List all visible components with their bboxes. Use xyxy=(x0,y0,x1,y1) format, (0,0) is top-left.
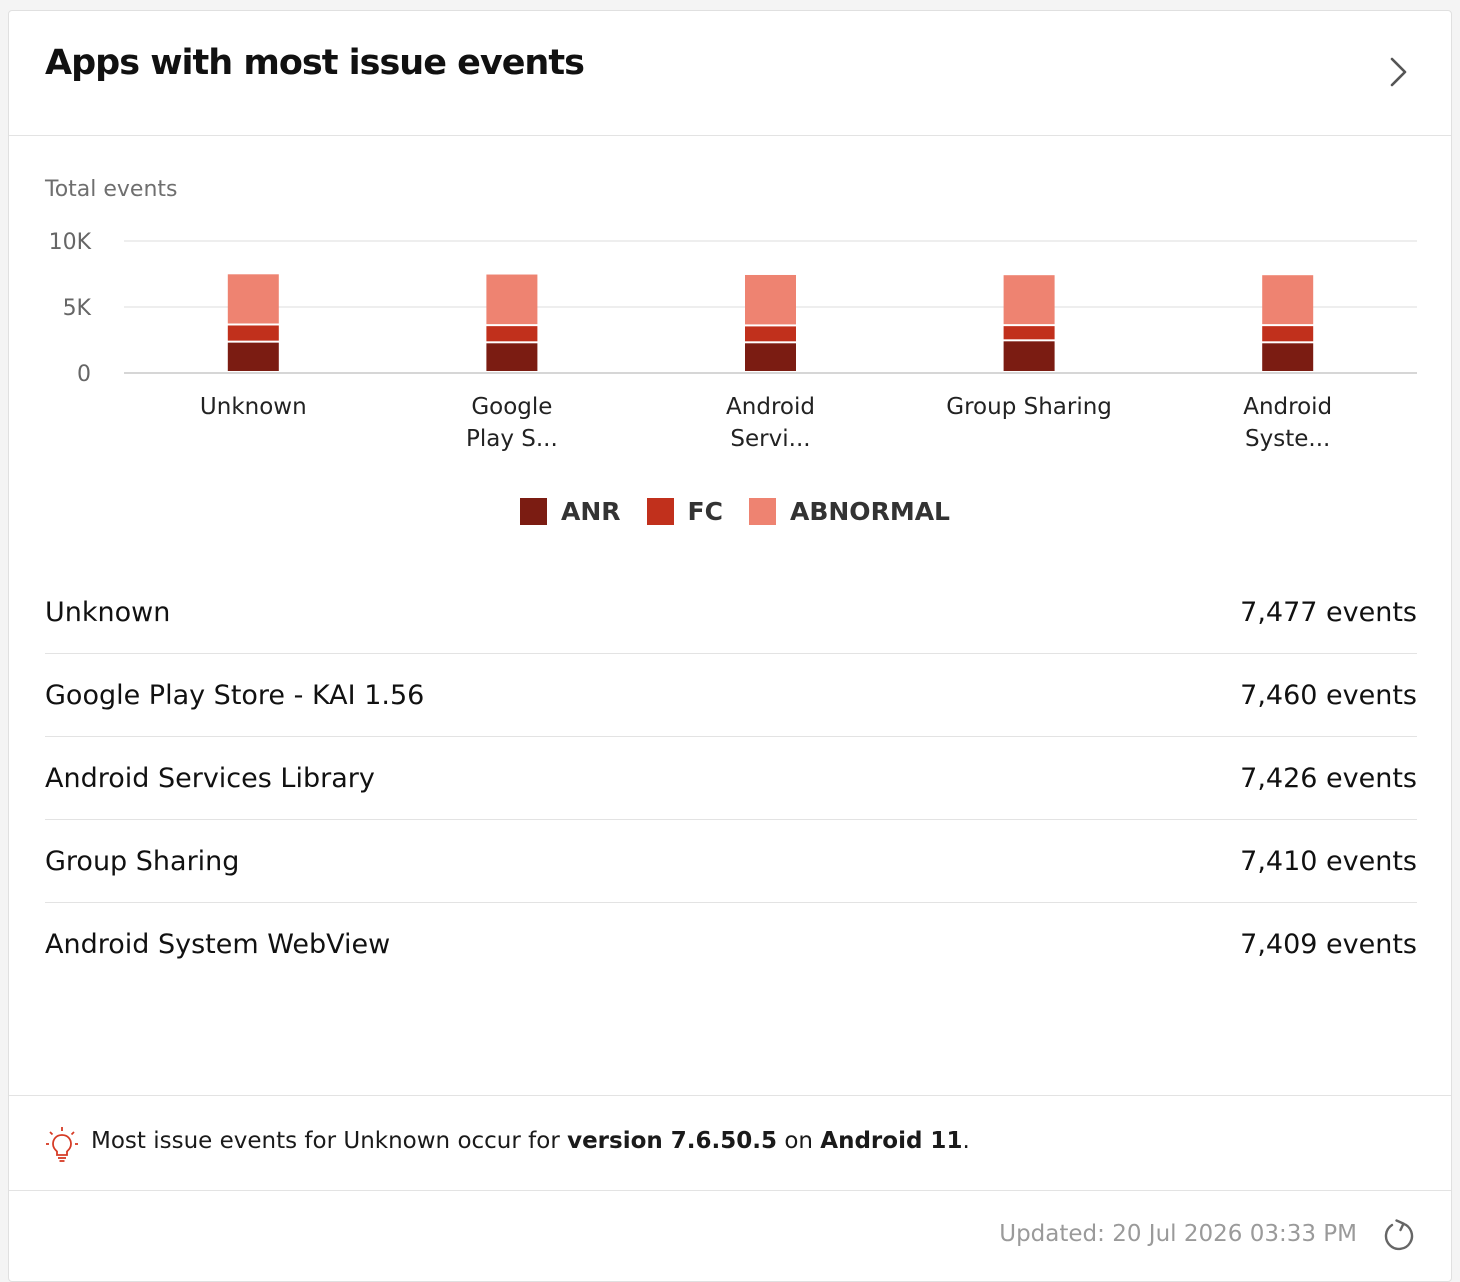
app-row[interactable]: Unknown 7,477 events xyxy=(45,571,1417,654)
bar-segment-anr[interactable] xyxy=(486,343,538,371)
app-name: Group Sharing xyxy=(45,845,240,877)
insight-version: version 7.6.50.5 xyxy=(567,1128,778,1154)
refresh-icon[interactable] xyxy=(1381,1218,1417,1254)
app-row[interactable]: Google Play Store - KAI 1.56 7,460 events xyxy=(45,654,1417,737)
legend-item-fc[interactable]: FC xyxy=(646,496,723,526)
app-row[interactable]: Android System WebView 7,409 events xyxy=(45,903,1417,986)
app-event-count: 7,477 events xyxy=(1240,596,1417,628)
app-event-count: 7,409 events xyxy=(1240,929,1417,960)
bar-segment-abnormal[interactable] xyxy=(486,274,538,325)
app-name: Unknown xyxy=(45,596,171,628)
legend-item-abnormal[interactable]: ABNORMAL xyxy=(748,496,950,526)
y-tick-label: 0 xyxy=(77,362,91,387)
x-tick-label: Group Sharing xyxy=(946,394,1112,420)
app-event-count: 7,460 events xyxy=(1240,679,1417,711)
app-name: Android System WebView xyxy=(45,929,391,960)
legend-swatch xyxy=(520,497,548,525)
stacked-bar-chart: 10K 5K 0 Unknown Google Play S... Android Servi… xyxy=(49,230,1417,452)
insight-middle: on xyxy=(777,1128,821,1154)
x-tick-label: Android Servi... xyxy=(726,394,815,452)
app-name: Android Services Library xyxy=(45,762,375,794)
app-list: Unknown 7,477 events Google Play Store - K… xyxy=(45,571,1417,986)
insight-prefix: Most issue events for Unknown occur for xyxy=(91,1128,568,1154)
app-row[interactable]: Android Services Library 7,426 events xyxy=(45,737,1417,820)
insight-os: Android 11 xyxy=(820,1128,963,1154)
y-tick-label: 10K xyxy=(49,230,92,255)
card-header: Apps with most issue events xyxy=(9,11,1451,136)
legend-label: ANR xyxy=(561,496,621,526)
card-title: Apps with most issue events xyxy=(45,43,585,83)
legend-label: FC xyxy=(687,496,723,526)
legend-item-anr[interactable]: ANR xyxy=(520,497,621,526)
bar-segment-abnormal[interactable] xyxy=(745,274,796,325)
bar-segment-abnormal[interactable] xyxy=(227,274,279,324)
chart-legend: ANR FC ABNORMAL xyxy=(9,491,1456,531)
insight-text: Most issue events for Unknown occur for … xyxy=(91,1128,970,1154)
app-name: Google Play Store - KAI 1.56 xyxy=(45,679,425,711)
legend-swatch xyxy=(646,497,674,525)
legend-swatch xyxy=(748,497,776,525)
app-row[interactable]: Group Sharing 7,410 events xyxy=(45,820,1417,903)
app-event-count: 7,410 events xyxy=(1240,845,1417,877)
bar-segment-anr[interactable] xyxy=(1003,341,1055,371)
chart-y-axis-label: Total events xyxy=(45,177,178,202)
x-tick-label: Unknown xyxy=(200,394,307,420)
x-tick-label: Google Play S... xyxy=(466,394,558,452)
bar-segment-fc[interactable] xyxy=(1262,326,1314,342)
bar-segment-fc[interactable] xyxy=(1003,326,1055,340)
bar-segment-abnormal[interactable] xyxy=(1262,275,1314,325)
legend-label: ABNORMAL xyxy=(789,496,950,526)
chevron-right-icon[interactable] xyxy=(1381,55,1415,89)
x-tick-label: Android Syste... xyxy=(1243,394,1332,452)
bar-segment-fc[interactable] xyxy=(486,326,538,342)
bar-segment-fc[interactable] xyxy=(745,326,796,342)
bar-segment-anr[interactable] xyxy=(745,343,796,371)
bar-segment-fc[interactable] xyxy=(227,325,279,341)
y-tick-label: 5K xyxy=(63,296,92,321)
lightbulb-icon xyxy=(46,1127,78,1162)
insight-bar: Most issue events for Unknown occur for … xyxy=(9,1095,1451,1191)
insight-suffix: . xyxy=(962,1128,970,1154)
updated-timestamp: Updated: 20 Jul 2026 03:33 PM xyxy=(999,1221,1357,1247)
bar-segment-anr[interactable] xyxy=(227,342,279,371)
bar-segment-anr[interactable] xyxy=(1262,343,1314,371)
bar-segment-abnormal[interactable] xyxy=(1003,275,1055,325)
app-event-count: 7,426 events xyxy=(1240,762,1417,794)
issue-events-card: Apps with most issue events Total events… xyxy=(8,10,1452,1282)
